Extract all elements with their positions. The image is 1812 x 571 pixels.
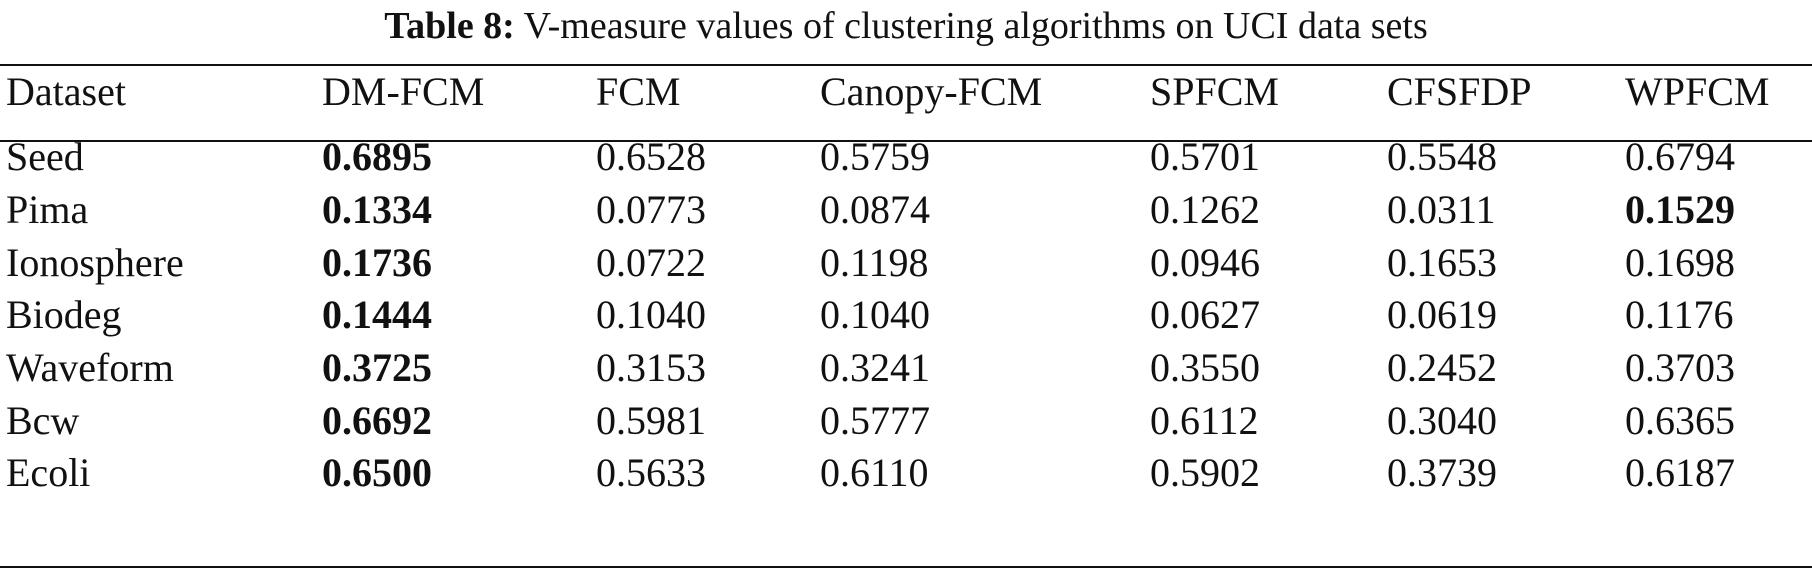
- v-measure-cell: 0.1334: [322, 187, 432, 232]
- dataset-name-cell: Ecoli: [6, 450, 91, 495]
- v-measure-cell: 0.0946: [1150, 240, 1260, 285]
- v-measure-cell: 0.1529: [1625, 187, 1735, 232]
- v-measure-cell: 0.6187: [1625, 450, 1735, 495]
- table-row: Biodeg 0.1444 0.1040 0.1040 0.0627 0.0619 0.11…: [0, 285, 1812, 345]
- column-header-wpfcm: WPFCM: [1625, 69, 1770, 114]
- column-header-canopy-fcm: Canopy-FCM: [820, 69, 1043, 114]
- v-measure-cell: 0.0627: [1150, 292, 1260, 337]
- dataset-name-cell: Pima: [6, 187, 89, 232]
- table-row: Seed 0.6895 0.6528 0.5759 0.5701 0.5548 0.6794: [0, 127, 1812, 187]
- dataset-name-cell: Ionosphere: [6, 240, 184, 285]
- v-measure-cell: 0.6528: [596, 134, 706, 179]
- v-measure-cell: 0.5902: [1150, 450, 1260, 495]
- v-measure-cell: 0.1698: [1625, 240, 1735, 285]
- table-row: Ionosphere 0.1736 0.0722 0.1198 0.0946 0.1653…: [0, 233, 1812, 293]
- v-measure-cell: 0.1653: [1387, 240, 1497, 285]
- table-header-rule: [0, 140, 1812, 142]
- v-measure-cell: 0.3703: [1625, 345, 1735, 390]
- v-measure-cell: 0.0874: [820, 187, 930, 232]
- v-measure-cell: 0.3725: [322, 345, 432, 390]
- v-measure-cell: 0.5777: [820, 398, 930, 443]
- column-header-fcm: FCM: [596, 69, 681, 114]
- v-measure-cell: 0.1262: [1150, 187, 1260, 232]
- column-header-cfsfdp: CFSFDP: [1387, 69, 1532, 114]
- v-measure-cell: 0.0773: [596, 187, 706, 232]
- v-measure-cell: 0.1198: [820, 240, 929, 285]
- v-measure-cell: 0.6895: [322, 134, 432, 179]
- v-measure-cell: 0.3040: [1387, 398, 1497, 443]
- table-caption-text: V-measure values of clustering algorithm…: [523, 5, 1428, 47]
- v-measure-cell: 0.1040: [820, 292, 930, 337]
- v-measure-cell: 0.3739: [1387, 450, 1497, 495]
- table-header-row: Dataset DM-FCM FCM Canopy-FCM SPFCM CFSF…: [0, 62, 1812, 122]
- v-measure-cell: 0.6365: [1625, 398, 1735, 443]
- v-measure-cell: 0.5701: [1150, 134, 1260, 179]
- v-measure-cell: 0.0619: [1387, 292, 1497, 337]
- v-measure-cell: 0.6500: [322, 450, 432, 495]
- column-header-spfcm: SPFCM: [1150, 69, 1279, 114]
- table-caption: Table 8: V-measure values of clustering …: [0, 0, 1812, 60]
- column-header-dm-fcm: DM-FCM: [322, 69, 485, 114]
- table-row: Ecoli 0.6500 0.5633 0.6110 0.5902 0.3739 0.618…: [0, 443, 1812, 503]
- table-row: Bcw 0.6692 0.5981 0.5777 0.6112 0.3040 0.6365: [0, 391, 1812, 451]
- v-measure-cell: 0.5759: [820, 134, 930, 179]
- dataset-name-cell: Bcw: [6, 398, 80, 443]
- dataset-name-cell: Seed: [6, 134, 84, 179]
- table-caption-label: Table 8:: [384, 5, 515, 47]
- table-row: Waveform 0.3725 0.3153 0.3241 0.3550 0.2452 0.…: [0, 338, 1812, 398]
- v-measure-cell: 0.5548: [1387, 134, 1497, 179]
- v-measure-cell: 0.6110: [820, 450, 929, 495]
- v-measure-cell: 0.0311: [1387, 187, 1496, 232]
- v-measure-cell: 0.1176: [1625, 292, 1734, 337]
- v-measure-cell: 0.1444: [322, 292, 432, 337]
- v-measure-cell: 0.2452: [1387, 345, 1497, 390]
- column-header-dataset: Dataset: [6, 69, 126, 114]
- v-measure-cell: 0.1736: [322, 240, 432, 285]
- v-measure-cell: 0.3153: [596, 345, 706, 390]
- v-measure-cell: 0.6794: [1625, 134, 1735, 179]
- v-measure-cell: 0.1040: [596, 292, 706, 337]
- v-measure-cell: 0.3241: [820, 345, 930, 390]
- v-measure-cell: 0.3550: [1150, 345, 1260, 390]
- dataset-name-cell: Biodeg: [6, 292, 122, 337]
- v-measure-cell: 0.6112: [1150, 398, 1259, 443]
- v-measure-cell: 0.5633: [596, 450, 706, 495]
- v-measure-cell: 0.0722: [596, 240, 706, 285]
- dataset-name-cell: Waveform: [6, 345, 174, 390]
- table-row: Pima 0.1334 0.0773 0.0874 0.1262 0.0311 0.1529: [0, 180, 1812, 240]
- table-bottom-rule: [0, 566, 1812, 568]
- v-measure-cell: 0.6692: [322, 398, 432, 443]
- v-measure-cell: 0.5981: [596, 398, 706, 443]
- table-top-rule: [0, 64, 1812, 66]
